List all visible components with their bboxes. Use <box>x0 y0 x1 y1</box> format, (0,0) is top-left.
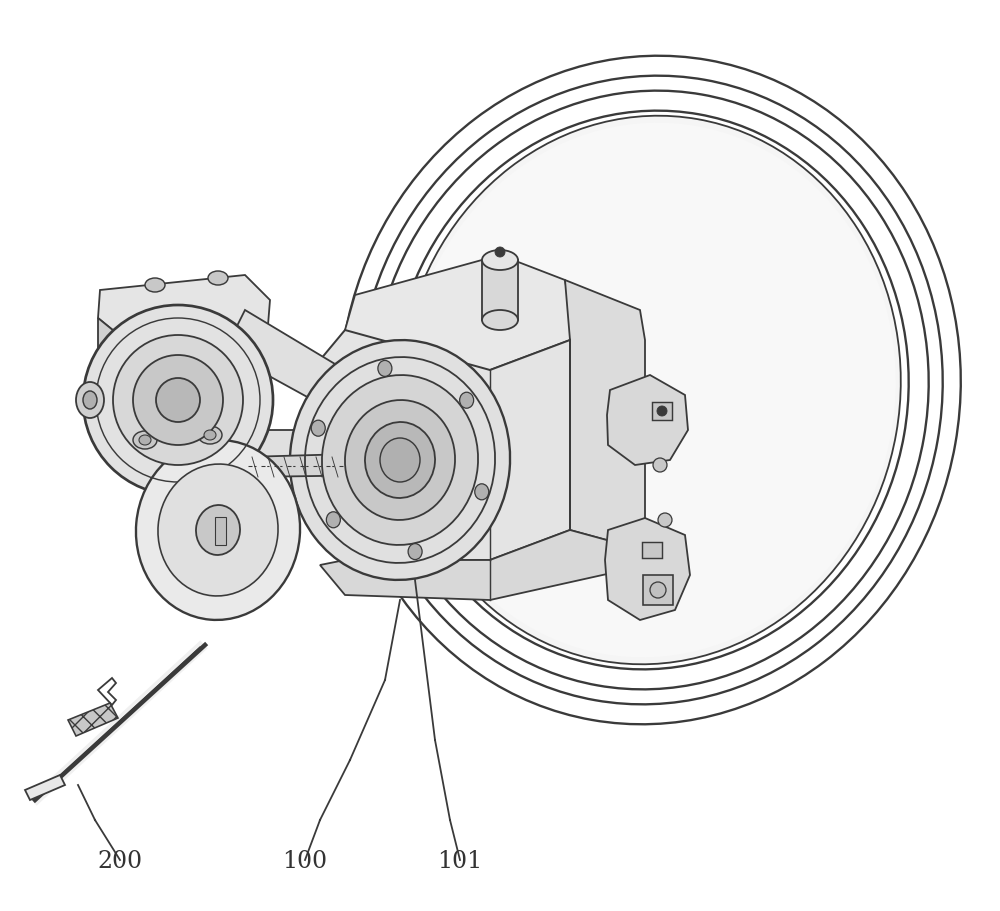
Ellipse shape <box>378 361 392 376</box>
Ellipse shape <box>136 440 300 620</box>
Polygon shape <box>642 542 662 558</box>
Ellipse shape <box>365 422 435 498</box>
Ellipse shape <box>139 435 151 445</box>
Ellipse shape <box>404 123 896 658</box>
Ellipse shape <box>83 391 97 409</box>
Ellipse shape <box>326 512 340 527</box>
Ellipse shape <box>658 513 672 527</box>
Polygon shape <box>643 575 673 605</box>
Polygon shape <box>652 402 672 420</box>
Polygon shape <box>25 775 65 800</box>
Polygon shape <box>110 420 268 455</box>
Ellipse shape <box>83 305 273 495</box>
Ellipse shape <box>482 310 518 330</box>
Ellipse shape <box>198 426 222 444</box>
Ellipse shape <box>311 420 325 436</box>
Ellipse shape <box>460 393 474 408</box>
Ellipse shape <box>76 382 104 418</box>
Ellipse shape <box>495 247 505 257</box>
Ellipse shape <box>322 375 478 545</box>
Ellipse shape <box>345 400 455 520</box>
Ellipse shape <box>380 438 420 482</box>
Ellipse shape <box>482 250 518 270</box>
Ellipse shape <box>158 464 278 596</box>
Polygon shape <box>320 530 625 600</box>
Ellipse shape <box>408 544 422 559</box>
Ellipse shape <box>145 278 165 292</box>
Polygon shape <box>320 330 570 560</box>
Ellipse shape <box>653 458 667 472</box>
Text: 101: 101 <box>437 851 483 874</box>
Ellipse shape <box>399 116 901 664</box>
Ellipse shape <box>133 355 223 445</box>
Polygon shape <box>232 430 345 465</box>
Ellipse shape <box>133 431 157 449</box>
Ellipse shape <box>392 452 408 468</box>
Ellipse shape <box>113 335 243 465</box>
Ellipse shape <box>650 582 666 598</box>
Ellipse shape <box>290 340 510 580</box>
Polygon shape <box>68 703 118 736</box>
Text: 200: 200 <box>97 851 143 874</box>
Polygon shape <box>607 375 688 465</box>
Polygon shape <box>125 325 268 430</box>
Polygon shape <box>98 275 270 340</box>
Polygon shape <box>345 255 570 400</box>
Ellipse shape <box>204 430 216 440</box>
Polygon shape <box>238 453 395 477</box>
Ellipse shape <box>156 378 200 422</box>
Ellipse shape <box>475 484 489 500</box>
Ellipse shape <box>657 406 667 416</box>
Polygon shape <box>98 678 116 705</box>
Polygon shape <box>605 518 690 620</box>
Ellipse shape <box>208 271 228 285</box>
Polygon shape <box>482 260 518 320</box>
Polygon shape <box>235 310 350 415</box>
Polygon shape <box>215 517 226 545</box>
Polygon shape <box>98 318 125 430</box>
Polygon shape <box>565 280 645 545</box>
Ellipse shape <box>196 505 240 555</box>
Text: 100: 100 <box>282 851 328 874</box>
